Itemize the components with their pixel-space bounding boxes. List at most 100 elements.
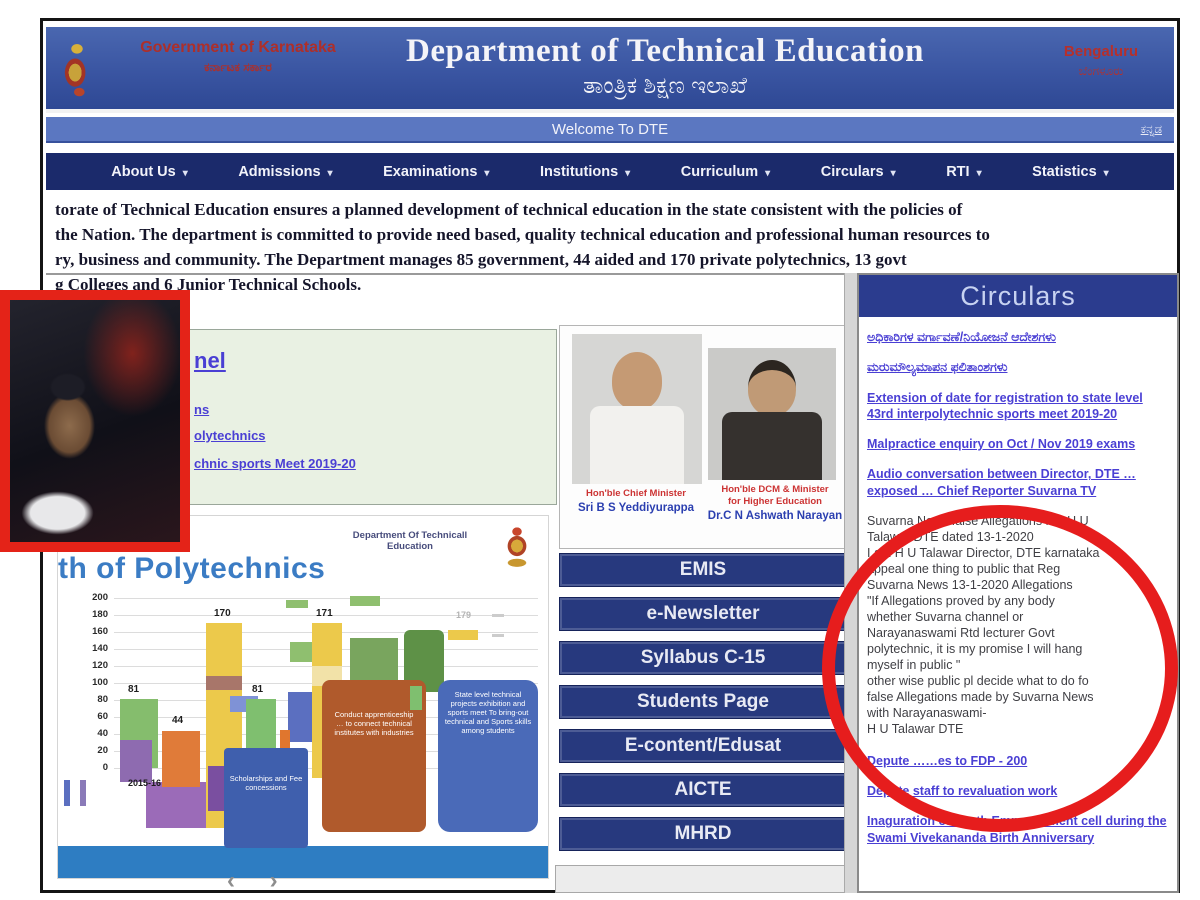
button-e-newsletter[interactable]: e-Newsletter — [559, 597, 847, 631]
y-tick: 180 — [92, 609, 108, 620]
bar-label: 44 — [172, 715, 184, 726]
dcm-title-line2: for Higher Education — [728, 496, 822, 507]
circular-link-malpractice[interactable]: Malpractice enquiry on Oct / Nov 2019 ex… — [867, 437, 1136, 451]
nav-label: About Us — [111, 163, 176, 180]
nav-item-admissions[interactable]: Admissions ▾ — [238, 164, 332, 180]
button-students-page[interactable]: Students Page — [559, 685, 847, 719]
growth-of-polytechnics-chart: Department Of Technicall Education th of… — [57, 515, 549, 879]
circular-link-youth-empowerment[interactable]: Inaguration of Youth Empowerment cell du… — [867, 814, 1167, 845]
chevron-down-icon: ▾ — [1103, 167, 1109, 179]
circular-link-revaluation[interactable]: Depute staff to revaluation work — [867, 784, 1058, 798]
karnataka-emblem-icon — [496, 522, 538, 570]
green-square-pair — [350, 638, 398, 682]
bar-label: 81 — [252, 684, 264, 695]
nav-item-about-us[interactable]: About Us ▾ — [111, 164, 187, 180]
government-label: Government of Karnataka — [140, 39, 336, 56]
chart-footer-bar — [58, 846, 548, 878]
chevron-down-icon: ▾ — [327, 167, 333, 179]
chart-source-line1: Department Of Technicall — [352, 530, 468, 541]
circulars-title: Circulars — [960, 281, 1076, 311]
circular-link-kannada-2[interactable]: ಮರುಮೌಲ್ಯಮಾಪನ ಫಲಿತಾಂಶಗಳು — [867, 360, 1008, 375]
y-tick: 40 — [97, 728, 108, 739]
dcm-caption: Hon'ble DCM & Minister for Higher Educat… — [706, 484, 844, 522]
mini-tick — [64, 780, 70, 806]
chevron-down-icon: ▾ — [890, 167, 896, 179]
bar-label: 171 — [316, 608, 333, 619]
circular-link-kannada-1[interactable]: ಅಧಿಕಾರಿಗಳ ವರ್ಗಾವಣೆ/ನಿಯೋಜನೆ ಆದೇಶಗಳು — [867, 330, 1056, 344]
main-navigation: About Us ▾ Admissions ▾ Examinations ▾ Inst… — [46, 153, 1174, 190]
button-econtent-edusat[interactable]: E-content/Edusat — [559, 729, 847, 763]
dcm-title-line1: Hon'ble DCM & Minister — [721, 484, 829, 495]
key-personnel-link[interactable]: olytechnics — [194, 428, 266, 443]
gridline — [114, 615, 538, 616]
key-personnel-box: nel ns olytechnics chnic sports Meet 201… — [189, 329, 557, 505]
callout-apprenticeship: Conduct apprenticeship … to connect tech… — [322, 680, 426, 832]
nav-label: RTI — [946, 163, 970, 180]
callout-scholarships: Scholarships and Fee concessions — [224, 748, 308, 848]
button-emis[interactable]: EMIS — [559, 553, 847, 587]
site-title-kannada: ತಾಂತ್ರಿಕ ಶಿಕ್ಷಣ ಇಲಾಖೆ — [583, 72, 747, 98]
kannada-language-link[interactable]: ಕನ್ನಡ — [1140, 122, 1162, 136]
blue-block — [288, 692, 314, 742]
chevron-down-icon: ▾ — [625, 167, 631, 179]
circular-link-fdp[interactable]: Depute ……es to FDP - 200 — [867, 753, 1028, 768]
button-mhrd[interactable]: MHRD — [559, 817, 847, 851]
chevron-down-icon: ▾ — [484, 167, 490, 179]
key-personnel-link[interactable]: ns — [194, 402, 210, 417]
intro-line: g Colleges and 6 Junior Technical School… — [55, 275, 362, 294]
nav-item-circulars[interactable]: Circulars ▾ — [821, 164, 896, 180]
dcm-jacket — [722, 412, 822, 480]
carousel-prev-icon[interactable]: ‹ — [227, 867, 235, 894]
director-announcement-text: Suvarna News false Allegations reg H U T… — [867, 513, 1100, 736]
green-square-small — [290, 642, 312, 662]
footer-gray-panel — [555, 865, 847, 893]
content-divider — [46, 273, 1174, 275]
site-title: Department of Technical Education — [406, 33, 924, 69]
y-tick: 80 — [97, 694, 108, 705]
cm-name: Sri B S Yeddiyurappa — [577, 502, 695, 514]
carousel-next-icon[interactable]: › — [269, 867, 278, 894]
circular-link-sports-meet[interactable]: Extension of date for registration to st… — [867, 390, 1143, 421]
circulars-header: Circulars — [859, 275, 1177, 317]
button-aicte[interactable]: AICTE — [559, 773, 847, 807]
green-sliver — [410, 686, 422, 710]
legend-dash — [492, 614, 504, 617]
place-label: Bengaluru — [1063, 43, 1139, 60]
y-tick: 60 — [97, 711, 108, 722]
scroll-strip[interactable] — [844, 273, 857, 893]
place-label-kannada: ಬೆಂಗಳೂರು — [1078, 64, 1124, 78]
nav-label: Statistics — [1032, 163, 1097, 180]
government-label-kannada: ಕರ್ನಾಟಕ ಸರ್ಕಾರ — [204, 60, 272, 74]
nav-label: Circulars — [820, 163, 884, 180]
quick-links-column: EMIS e-Newsletter Syllabus C-15 Students… — [559, 553, 847, 861]
y-tick: 160 — [92, 626, 108, 637]
site-header: Government of Karnataka ಕರ್ನಾಟಕ ಸರ್ಕಾರ D… — [46, 27, 1174, 113]
y-tick: 0 — [102, 762, 108, 773]
gridline — [114, 598, 538, 599]
place-block: Bengaluru ಬೆಂಗಳೂರು — [1036, 43, 1166, 79]
dcm-name: Dr.C N Ashwath Narayan — [707, 510, 843, 522]
circular-link-audio-conversation[interactable]: Audio conversation between Director, DTE… — [867, 467, 1136, 498]
purple-block — [120, 740, 152, 782]
chevron-down-icon: ▾ — [182, 167, 188, 179]
bar-label: 81 — [128, 684, 140, 695]
nav-item-rti[interactable]: RTI ▾ — [946, 164, 981, 180]
nav-label: Institutions — [540, 163, 619, 180]
intro-line: torate of Technical Education ensures a … — [55, 200, 963, 219]
nav-label: Examinations — [383, 163, 478, 180]
legend-swatch-yellow — [448, 630, 478, 640]
intro-line: ry, business and community. The Departme… — [55, 250, 907, 269]
chart-source-line2: Education — [387, 541, 433, 552]
nav-item-statistics[interactable]: Statistics ▾ — [1032, 164, 1109, 180]
purple-box — [146, 782, 210, 828]
x-label: 2015-16 — [128, 778, 162, 788]
key-personnel-link[interactable]: chnic sports Meet 2019-20 — [194, 456, 356, 471]
nav-item-examinations[interactable]: Examinations ▾ — [383, 164, 489, 180]
button-syllabus-c15[interactable]: Syllabus C-15 — [559, 641, 847, 675]
y-tick: 20 — [97, 745, 108, 756]
karnataka-state-emblem-icon — [54, 33, 100, 105]
circulars-panel: Circulars ಅಧಿಕಾರಿಗಳ ವರ್ಗಾವಣೆ/ನಿಯೋಜನೆ ಆದೇ… — [857, 273, 1179, 893]
nav-label: Admissions — [238, 163, 321, 180]
nav-item-curriculum[interactable]: Curriculum ▾ — [681, 164, 770, 180]
nav-item-institutions[interactable]: Institutions ▾ — [540, 164, 630, 180]
